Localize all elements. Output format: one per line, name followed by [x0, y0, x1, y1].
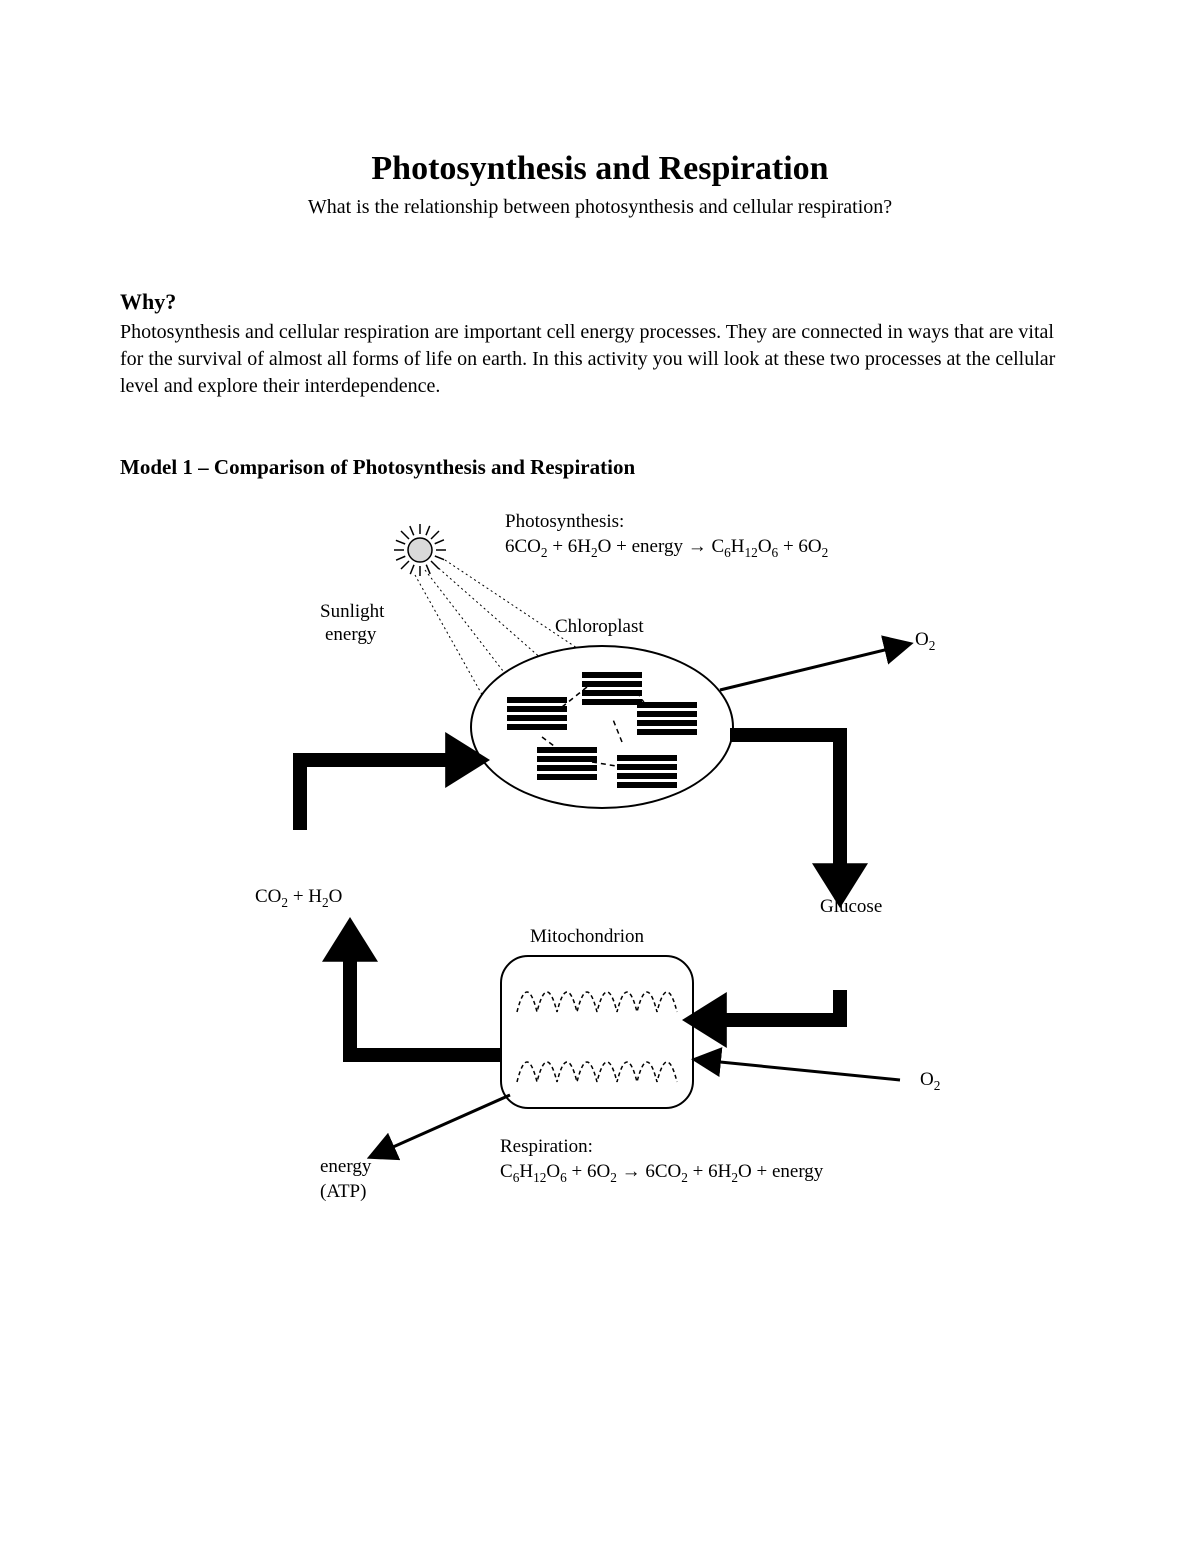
- photosynthesis-eq: 6CO2 + 6H2O + energy → C6H12O6 + 6O2: [505, 535, 828, 561]
- atp-label: (ATP): [320, 1180, 366, 1204]
- why-heading: Why?: [120, 289, 1080, 315]
- subtitle: What is the relationship between photosy…: [120, 196, 1080, 219]
- mitochondrion-label: Mitochondrion: [530, 925, 644, 949]
- why-body: Photosynthesis and cellular respiration …: [120, 319, 1080, 400]
- sunlight-label: Sunlight: [320, 600, 384, 624]
- co2-h2o-label: CO2 + H2O: [255, 885, 342, 911]
- respiration-eq: C6H12O6 + 6O2 → 6CO2 + 6H2O + energy: [500, 1160, 823, 1186]
- atp-energy-label: energy: [320, 1155, 371, 1179]
- page-title: Photosynthesis and Respiration: [120, 150, 1080, 188]
- glucose-label: Glucose: [820, 895, 882, 919]
- chloroplast-label: Chloroplast: [555, 615, 644, 639]
- o2-out-label: O2: [915, 628, 935, 654]
- model-heading: Model 1 – Comparison of Photosynthesis a…: [120, 455, 1080, 480]
- diagram-container: Photosynthesis: 6CO2 + 6H2O + energy → C…: [200, 500, 1000, 1220]
- sunlight-energy-label: energy: [325, 623, 376, 647]
- respiration-heading: Respiration:: [500, 1135, 593, 1159]
- o2-in-label: O2: [920, 1068, 940, 1094]
- photosynthesis-heading: Photosynthesis:: [505, 510, 624, 534]
